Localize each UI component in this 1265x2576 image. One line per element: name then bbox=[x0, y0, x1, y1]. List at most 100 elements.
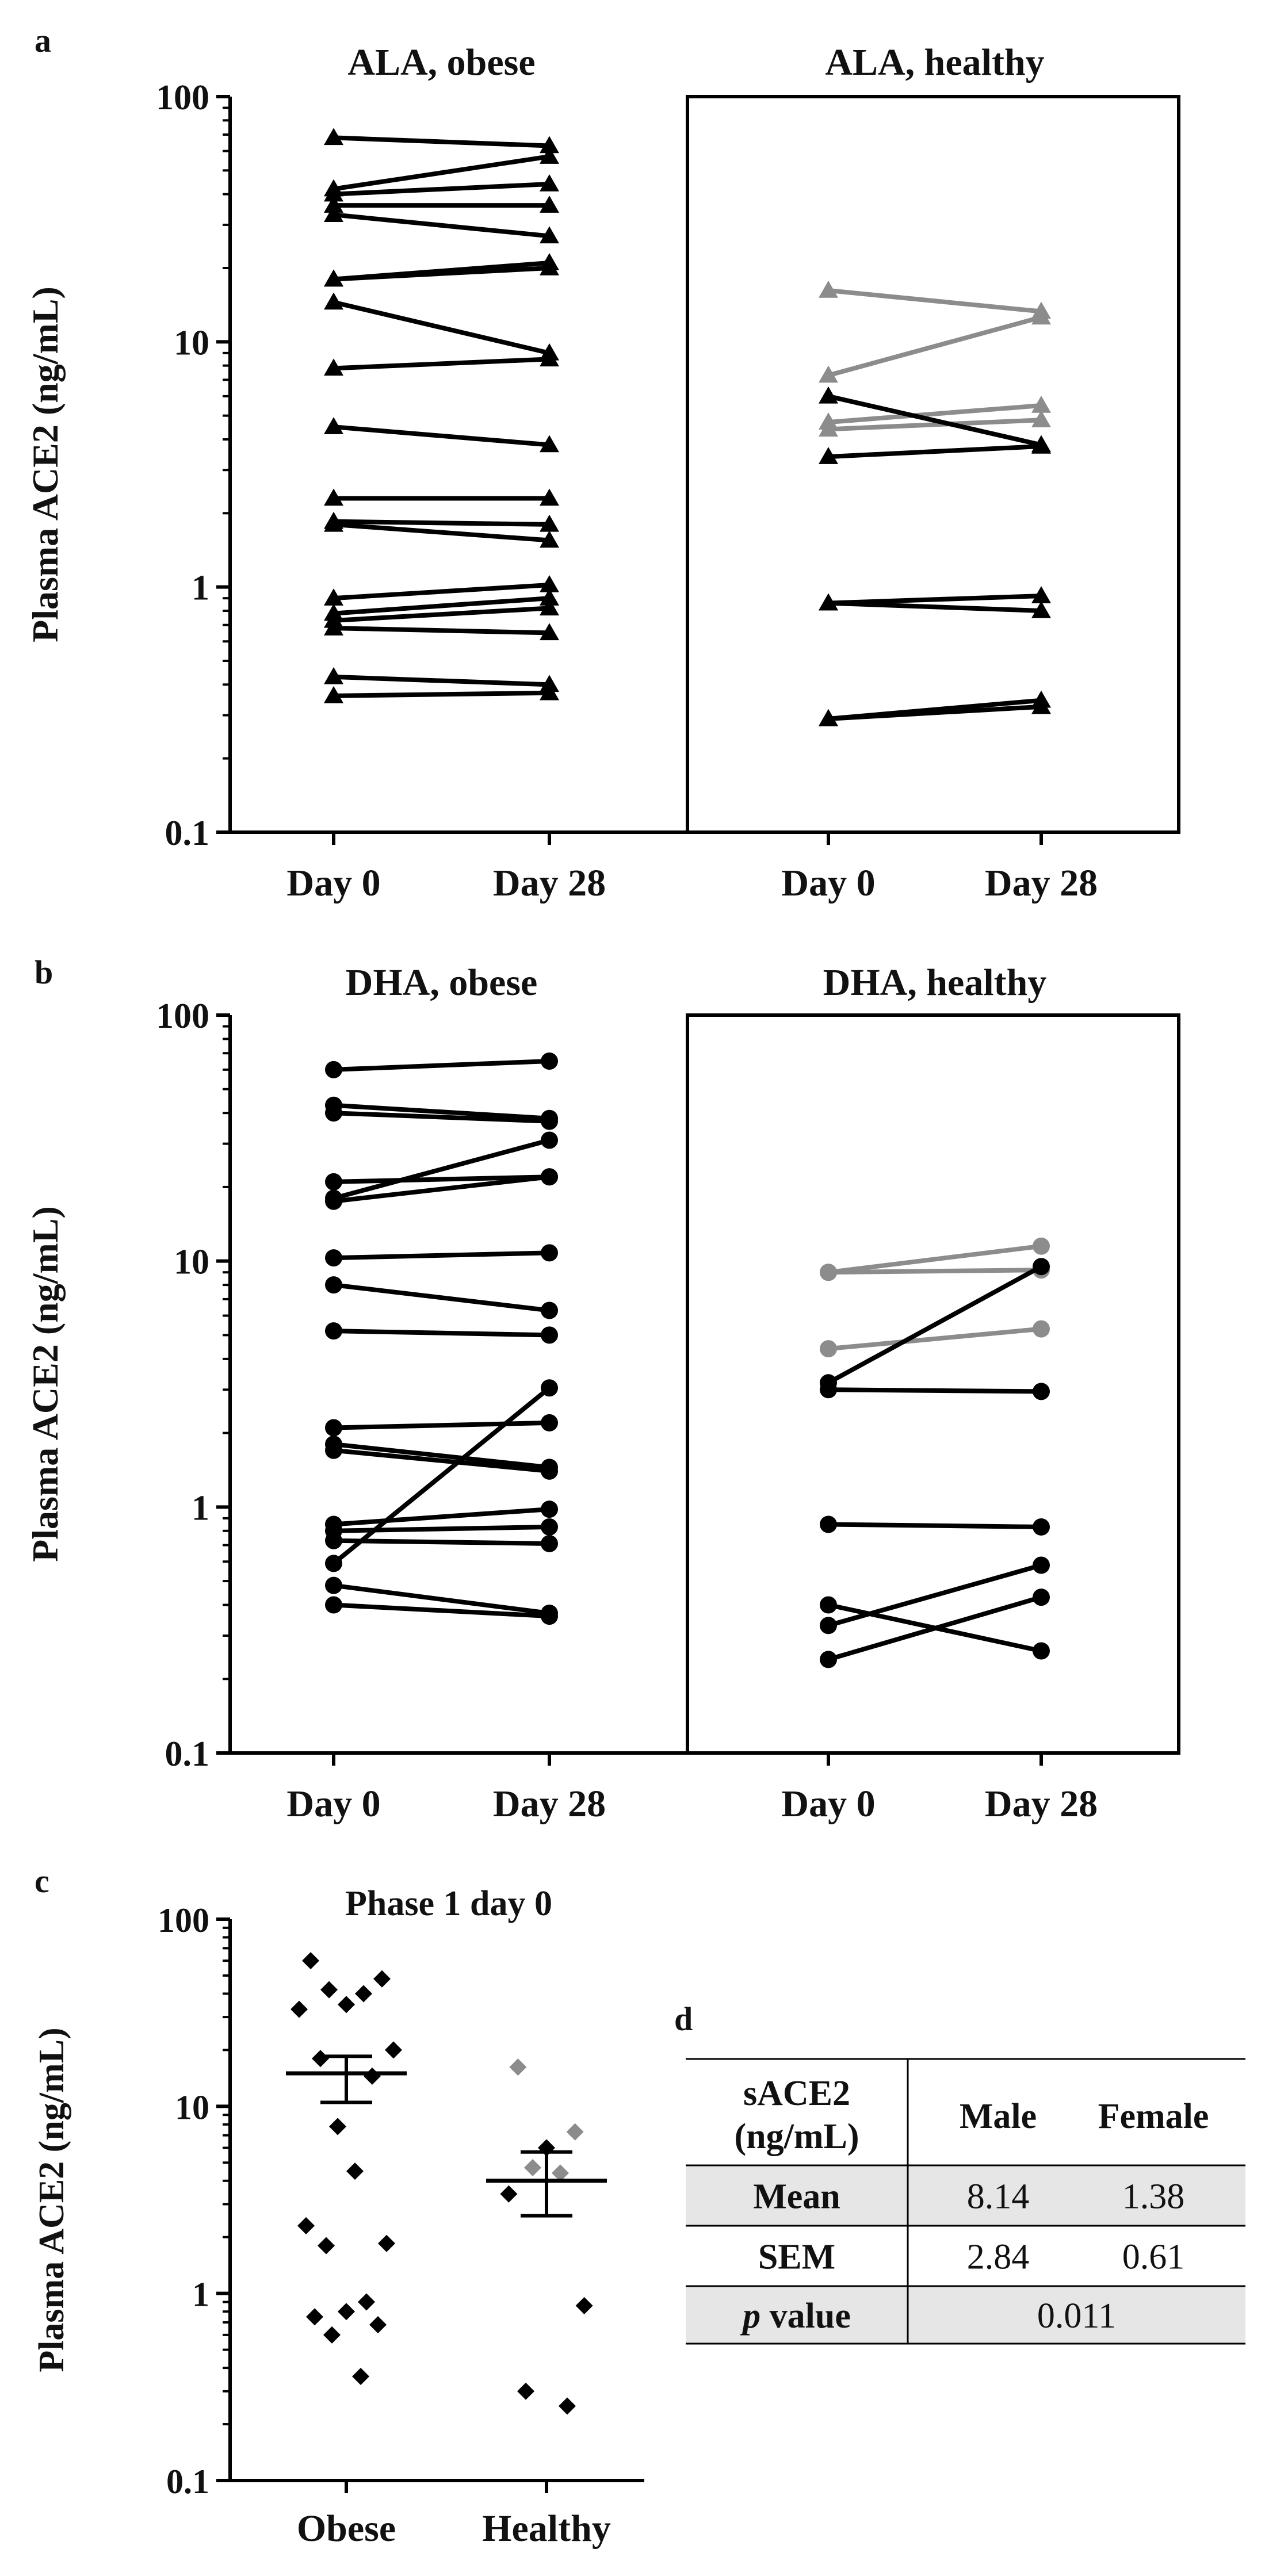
data-point bbox=[540, 575, 559, 592]
data-point bbox=[819, 419, 838, 437]
data-point bbox=[325, 1249, 342, 1267]
series-segment bbox=[333, 1111, 550, 1124]
series-segment bbox=[333, 1602, 550, 1619]
data-point bbox=[820, 1617, 837, 1635]
data-point bbox=[500, 2185, 518, 2203]
data-point bbox=[541, 1534, 558, 1552]
data-point bbox=[1033, 1237, 1050, 1255]
series-segment bbox=[333, 1583, 550, 1616]
panel-a: a Plasma ACE2 (ng/mL) 100 10 1 0.1 ALA, obese D… bbox=[25, 22, 1180, 904]
data-point bbox=[819, 593, 838, 611]
subplot-title: ALA, obese bbox=[347, 41, 535, 83]
data-point bbox=[324, 514, 343, 532]
series-segment bbox=[827, 315, 1042, 378]
series-line bbox=[325, 1104, 558, 1130]
series-segment bbox=[828, 1243, 1042, 1275]
series-line bbox=[820, 1258, 1050, 1392]
series-line bbox=[325, 1131, 558, 1207]
data-point bbox=[819, 365, 838, 383]
series-segment bbox=[333, 1524, 550, 1533]
x-tick-label: Day 28 bbox=[493, 1783, 606, 1825]
data-point bbox=[559, 2397, 576, 2415]
data-point bbox=[1033, 1642, 1050, 1660]
data-point bbox=[338, 2303, 355, 2321]
y-tick-label: 1 bbox=[192, 569, 209, 608]
data-point bbox=[323, 2326, 341, 2344]
series-line bbox=[324, 205, 559, 244]
data-point bbox=[1033, 1383, 1050, 1400]
series-line bbox=[325, 1441, 558, 1480]
series-segment bbox=[333, 519, 550, 527]
series-segment bbox=[333, 1329, 550, 1338]
series-line bbox=[820, 1320, 1050, 1358]
data-point bbox=[1031, 696, 1051, 714]
data-point bbox=[325, 1104, 342, 1122]
series-line bbox=[819, 281, 1051, 319]
subplot-a-0: ALA, obese Day 0 Day 28 bbox=[286, 41, 606, 904]
data-point bbox=[820, 1515, 837, 1533]
series-segment bbox=[333, 1283, 550, 1313]
data-point bbox=[541, 1379, 558, 1397]
x-tick-label: Day 28 bbox=[985, 862, 1098, 904]
series-segment bbox=[333, 135, 550, 148]
data-point bbox=[540, 136, 559, 154]
series-line bbox=[820, 1515, 1050, 1536]
data-point bbox=[325, 1596, 342, 1614]
data-point bbox=[325, 1276, 342, 1294]
x-tick-label: Day 0 bbox=[781, 862, 875, 904]
y-tick-label: 0.1 bbox=[166, 2463, 209, 2501]
panel-c: c Phase 1 day 0 Plasma ACE2 (ng/mL) 100 10 1 0… bbox=[32, 1862, 644, 2550]
series-segment bbox=[333, 674, 550, 687]
series-segment bbox=[333, 1174, 550, 1184]
x-tick-label: Day 28 bbox=[985, 1783, 1098, 1825]
series-line bbox=[324, 683, 559, 703]
data-point bbox=[324, 667, 343, 684]
data-point bbox=[509, 2058, 527, 2076]
data-point bbox=[1033, 1320, 1050, 1338]
data-point bbox=[378, 2234, 395, 2252]
data-point bbox=[575, 2296, 593, 2314]
series-segment bbox=[333, 357, 550, 371]
y-tick-label: 100 bbox=[156, 997, 209, 1036]
series-segment bbox=[333, 583, 550, 601]
data-point bbox=[540, 226, 559, 244]
data-point bbox=[369, 2316, 387, 2334]
x-tick-label: Day 28 bbox=[493, 862, 606, 904]
data-point bbox=[1031, 600, 1051, 618]
data-point bbox=[324, 618, 343, 636]
data-point bbox=[820, 1264, 837, 1281]
x-tick-label: Day 0 bbox=[781, 1783, 875, 1825]
series-line bbox=[324, 258, 559, 287]
data-point bbox=[291, 2000, 308, 2018]
series-segment bbox=[333, 212, 550, 239]
subplot-title: DHA, obese bbox=[346, 962, 538, 1004]
p-rest: value bbox=[760, 2296, 851, 2336]
series-segment bbox=[333, 1507, 550, 1527]
data-point bbox=[312, 2050, 329, 2068]
series-line bbox=[324, 196, 559, 213]
series-line bbox=[324, 618, 559, 641]
data-point bbox=[1033, 1589, 1050, 1606]
data-point bbox=[325, 1576, 342, 1594]
data-point bbox=[324, 686, 343, 703]
series-segment bbox=[827, 1563, 1042, 1628]
data-point bbox=[566, 2123, 584, 2141]
y-axis-label-b: Plasma ACE2 (ng/mL) bbox=[25, 1206, 66, 1562]
p-italic: p bbox=[740, 2296, 760, 2336]
data-point bbox=[541, 1052, 558, 1070]
series-line bbox=[324, 417, 559, 453]
healthy-frame-b bbox=[686, 1013, 1180, 1755]
series-segment bbox=[333, 265, 550, 282]
series-line bbox=[325, 1414, 558, 1437]
series-line bbox=[324, 174, 559, 202]
panel-label-b: b bbox=[35, 954, 53, 991]
series-line bbox=[820, 1237, 1050, 1281]
data-point bbox=[541, 1607, 558, 1625]
x-tick-label: Obese bbox=[297, 2508, 396, 2550]
data-point bbox=[540, 683, 559, 701]
table-row-label: Mean bbox=[753, 2177, 840, 2217]
data-point bbox=[819, 709, 838, 726]
series-segment bbox=[828, 1522, 1042, 1529]
panel-label-a: a bbox=[35, 22, 51, 59]
table-cell-female: 1.38 bbox=[1122, 2177, 1185, 2217]
